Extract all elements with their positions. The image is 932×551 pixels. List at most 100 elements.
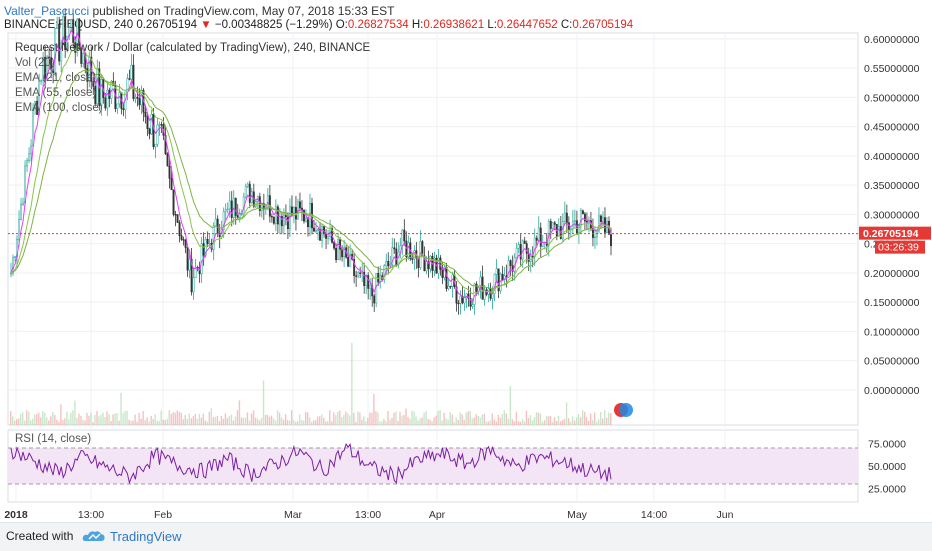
candle-body xyxy=(407,242,410,258)
volume-bar xyxy=(48,420,50,425)
volume-bar xyxy=(317,416,319,425)
candle-body xyxy=(206,239,209,244)
volume-bar xyxy=(50,416,52,425)
countdown-badge: 03:26:39 xyxy=(878,242,919,254)
volume-bar xyxy=(457,420,459,425)
candle-body xyxy=(471,304,474,307)
author-link[interactable]: Valter_Pascucci xyxy=(4,4,90,18)
volume-bar xyxy=(90,412,92,425)
volume-bar xyxy=(569,421,572,425)
volume-bar xyxy=(527,418,530,425)
candle-body xyxy=(168,165,171,179)
candle-body xyxy=(244,186,247,198)
volume-bar xyxy=(395,411,397,425)
volume-bar xyxy=(102,412,104,425)
volume-bar xyxy=(178,411,180,425)
x-tick-label: 14:00 xyxy=(641,509,667,521)
volume-bar xyxy=(609,413,612,425)
volume-bar xyxy=(232,420,235,425)
volume-bar xyxy=(441,420,443,425)
candle-body xyxy=(188,258,191,271)
candle-body xyxy=(78,18,81,50)
volume-bar xyxy=(118,420,120,425)
volume-bar xyxy=(88,415,90,425)
volume-bar xyxy=(140,418,142,425)
candle-body xyxy=(132,64,135,99)
legend-item: Vol (20) xyxy=(15,57,55,69)
candle-body xyxy=(262,203,265,210)
candle-body xyxy=(18,219,20,240)
volume-bar xyxy=(84,420,86,425)
candle-body xyxy=(441,269,444,278)
candle-body xyxy=(461,295,464,304)
candle-body xyxy=(325,233,328,239)
volume-bar xyxy=(439,410,441,425)
candle-body xyxy=(357,272,360,277)
candle-body xyxy=(44,56,47,79)
volume-bar xyxy=(116,413,118,425)
volume-bar xyxy=(94,415,96,425)
x-tick-label: May xyxy=(567,509,588,521)
volume-bar xyxy=(503,410,506,425)
volume-bar xyxy=(385,421,387,425)
candle-body xyxy=(363,271,366,286)
volume-bar xyxy=(515,411,518,425)
x-tick-label: 2018 xyxy=(4,509,28,521)
y-tick-label: 0.00000000 xyxy=(864,385,920,397)
volume-bar xyxy=(190,418,193,425)
volume-bar xyxy=(70,412,72,425)
volume-bar xyxy=(92,421,94,425)
volume-bar xyxy=(325,421,327,425)
volume-bar xyxy=(407,416,409,425)
candle-body xyxy=(359,272,362,274)
volume-bar xyxy=(52,412,54,425)
candle-body xyxy=(447,285,450,289)
volume-bar xyxy=(435,415,437,425)
candle-body xyxy=(391,247,394,265)
candle-body xyxy=(230,200,233,218)
volume-bar xyxy=(270,415,273,425)
volume-bar xyxy=(313,420,315,425)
volume-bar xyxy=(86,412,88,425)
volume-bar xyxy=(106,411,108,425)
candle-body xyxy=(602,217,604,223)
volume-bar xyxy=(22,412,24,425)
volume-bar xyxy=(284,414,287,425)
volume-bar xyxy=(18,418,20,425)
price-chart[interactable]: 0.60000000 0.55000000 0.50000000 0.45000000… xyxy=(0,0,932,522)
volume-bar xyxy=(298,414,301,425)
volume-bar xyxy=(553,417,556,425)
candle-body xyxy=(445,267,448,289)
volume-bar xyxy=(477,415,479,425)
tradingview-brand[interactable]: TradingView xyxy=(110,529,182,544)
volume-bar xyxy=(296,421,299,425)
volume-bar xyxy=(260,417,263,425)
volume-bar xyxy=(262,380,265,425)
volume-bar xyxy=(156,420,158,425)
price-badge-bg xyxy=(859,226,931,240)
candle-body xyxy=(46,56,49,79)
volume-bar xyxy=(208,411,211,425)
volume-bar xyxy=(465,412,467,425)
volume-bar xyxy=(399,411,401,425)
volume-bar xyxy=(355,421,357,425)
candle-body xyxy=(600,215,602,223)
volume-bar xyxy=(56,419,58,425)
volume-bar xyxy=(206,421,209,425)
candle-body xyxy=(423,255,426,272)
volume-bar xyxy=(130,420,132,425)
countdown-badge-bg xyxy=(875,240,925,254)
candle-body xyxy=(581,210,584,215)
volume-bar xyxy=(214,416,217,425)
candle-body xyxy=(425,261,428,272)
candle-body xyxy=(377,273,380,283)
candle-body xyxy=(284,214,287,218)
volume-bar xyxy=(68,419,70,425)
volume-bar xyxy=(126,410,128,425)
candle-body xyxy=(455,286,458,304)
volume-bar xyxy=(44,412,46,425)
ema100-line xyxy=(10,69,612,290)
volume-bar xyxy=(170,413,172,425)
rsi-tick-label: 50.0000 xyxy=(868,461,906,473)
candle-body xyxy=(347,256,350,267)
